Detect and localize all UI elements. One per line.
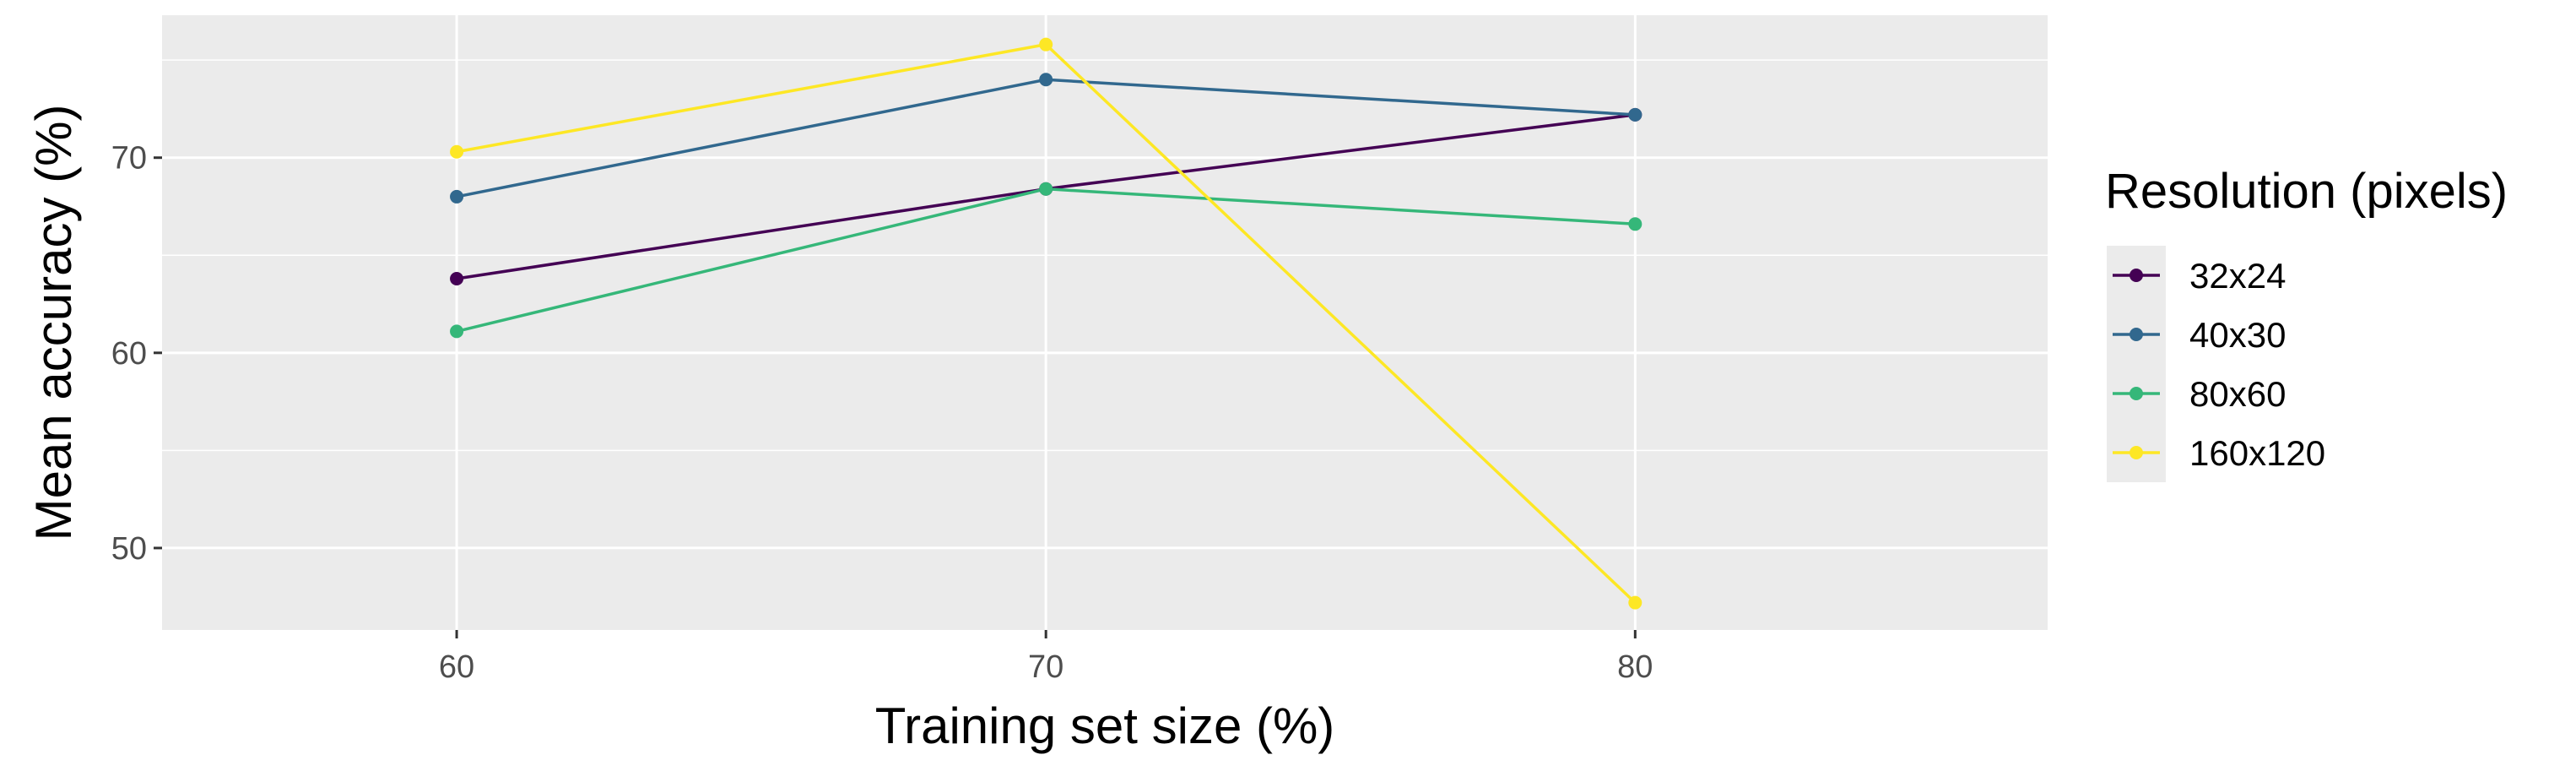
legend-label: 40x30 xyxy=(2189,315,2286,355)
data-point-160x120 xyxy=(1039,37,1053,52)
series-points xyxy=(450,37,1642,610)
legend-keys: 32x24 40x30 80x60 160x120 xyxy=(2107,246,2325,482)
x-tick-label: 80 xyxy=(1617,649,1653,685)
legend-key-point xyxy=(2130,387,2143,400)
data-point-32x24 xyxy=(450,272,464,285)
data-point-80x60 xyxy=(1628,217,1642,231)
legend-label: 160x120 xyxy=(2189,433,2325,473)
y-tick-label: 70 xyxy=(111,141,147,176)
legend-key-point xyxy=(2130,446,2143,459)
y-tick-label: 60 xyxy=(111,336,147,372)
data-point-80x60 xyxy=(450,324,464,339)
x-tick-label: 70 xyxy=(1028,649,1063,685)
data-point-160x120 xyxy=(1628,595,1642,610)
y-axis-ticks: 50 60 70 xyxy=(111,141,162,567)
x-axis-ticks: 60 70 80 xyxy=(439,630,1653,685)
data-point-40x30 xyxy=(1039,73,1053,87)
y-tick-label: 50 xyxy=(111,531,147,567)
x-axis-title: Training set size (%) xyxy=(875,698,1335,754)
x-tick-label: 60 xyxy=(439,649,474,685)
legend-label: 80x60 xyxy=(2189,374,2286,414)
legend-key-point xyxy=(2130,269,2143,282)
legend-key-point xyxy=(2130,328,2143,341)
major-gridlines xyxy=(162,15,2048,630)
minor-gridlines xyxy=(162,59,2048,452)
data-point-80x60 xyxy=(1039,182,1053,196)
data-point-160x120 xyxy=(450,144,464,159)
data-point-40x30 xyxy=(450,189,464,204)
y-axis-title: Mean accuracy (%) xyxy=(25,105,82,541)
legend-label: 32x24 xyxy=(2189,256,2286,296)
data-point-40x30 xyxy=(1628,107,1642,122)
legend-title: Resolution (pixels) xyxy=(2105,164,2508,219)
plot-panel xyxy=(162,15,2048,630)
legend: Resolution (pixels) 32x24 40x30 80x60 160x1… xyxy=(2105,164,2508,482)
